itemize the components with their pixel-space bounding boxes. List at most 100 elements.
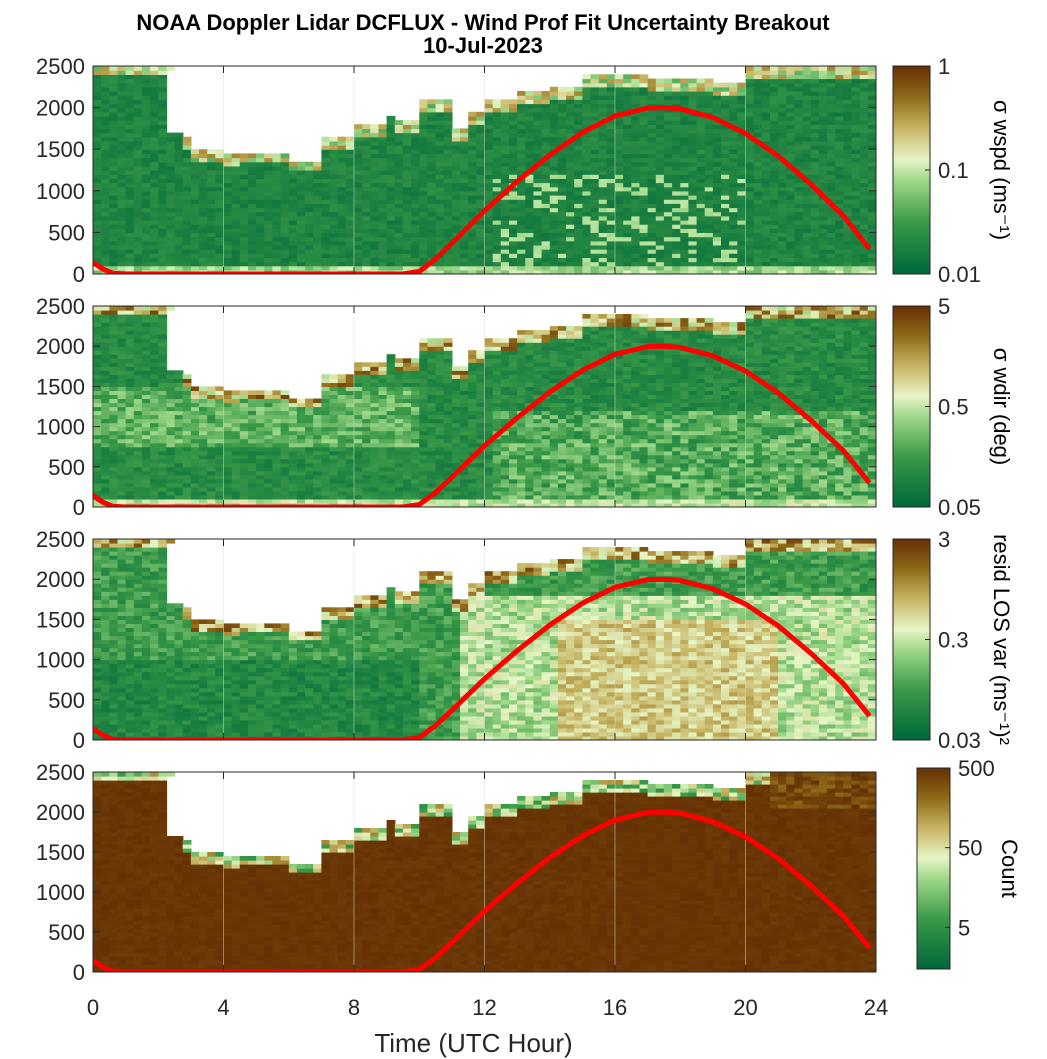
heatmap-cell bbox=[362, 153, 371, 159]
heatmap-cell bbox=[737, 132, 747, 138]
heatmap-cell bbox=[606, 91, 616, 96]
heatmap-cell bbox=[492, 140, 502, 146]
heatmap-cell bbox=[517, 249, 526, 254]
heatmap-cell bbox=[778, 257, 787, 263]
heatmap-cell bbox=[264, 406, 274, 412]
heatmap-cell bbox=[378, 253, 388, 258]
heatmap-cell bbox=[566, 149, 575, 154]
heatmap-cell bbox=[557, 219, 567, 225]
heatmap-cell bbox=[835, 115, 844, 121]
heatmap-cell bbox=[818, 86, 828, 92]
heatmap-cell bbox=[647, 153, 657, 159]
heatmap-cell bbox=[150, 382, 159, 387]
heatmap-cell bbox=[517, 265, 526, 271]
heatmap-cell bbox=[500, 215, 510, 221]
heatmap-cell bbox=[623, 78, 632, 84]
heatmap-cell bbox=[109, 410, 119, 416]
heatmap-cell bbox=[468, 265, 477, 271]
heatmap-cell bbox=[133, 462, 143, 468]
heatmap-cell bbox=[264, 265, 274, 271]
heatmap-cell bbox=[231, 165, 241, 171]
heatmap-cell bbox=[150, 466, 159, 472]
heatmap-cell bbox=[541, 224, 551, 229]
heatmap-cell bbox=[631, 215, 641, 221]
heatmap-cell bbox=[223, 402, 233, 408]
heatmap-cell bbox=[101, 207, 110, 213]
heatmap-cell bbox=[574, 136, 583, 142]
heatmap-cell bbox=[199, 240, 208, 246]
heatmap-cell bbox=[264, 236, 274, 242]
heatmap-cell bbox=[125, 350, 135, 355]
heatmap-cell bbox=[394, 174, 404, 179]
heatmap-cell bbox=[150, 418, 159, 424]
heatmap-cell bbox=[174, 178, 184, 184]
heatmap-cell bbox=[174, 374, 184, 379]
heatmap-cell bbox=[663, 91, 673, 96]
heatmap-cell bbox=[109, 240, 119, 246]
heatmap-cell bbox=[370, 186, 380, 192]
heatmap-cell bbox=[280, 410, 290, 416]
heatmap-cell bbox=[166, 406, 176, 412]
heatmap-cell bbox=[655, 178, 665, 184]
heatmap-cell bbox=[419, 161, 429, 167]
heatmap-cell bbox=[761, 215, 771, 221]
heatmap-cell bbox=[223, 195, 233, 200]
heatmap-cell bbox=[239, 219, 249, 225]
heatmap-cell bbox=[411, 211, 420, 217]
heatmap-cell bbox=[280, 182, 290, 188]
heatmap-cell bbox=[443, 136, 453, 142]
heatmap-cell bbox=[150, 199, 159, 204]
heatmap-cell bbox=[329, 240, 339, 246]
heatmap-cell bbox=[101, 257, 110, 263]
heatmap-cell bbox=[557, 149, 567, 154]
heatmap-cell bbox=[623, 224, 632, 229]
heatmap-cell bbox=[786, 74, 796, 80]
heatmap-cell bbox=[818, 145, 828, 150]
heatmap-cell bbox=[655, 82, 665, 88]
heatmap-cell bbox=[411, 244, 420, 250]
heatmap-cell bbox=[117, 394, 127, 399]
heatmap-cell bbox=[639, 211, 649, 217]
heatmap-cell bbox=[598, 86, 608, 92]
heatmap-cell bbox=[166, 261, 176, 267]
heatmap-cell bbox=[631, 149, 641, 154]
heatmap-cell bbox=[574, 115, 583, 121]
heatmap-cell bbox=[141, 490, 151, 496]
heatmap-cell bbox=[354, 199, 363, 204]
heatmap-cell bbox=[223, 430, 233, 436]
heatmap-cell bbox=[557, 124, 567, 129]
heatmap-cell bbox=[288, 261, 298, 267]
heatmap-cell bbox=[264, 199, 274, 204]
heatmap-cell bbox=[492, 186, 502, 192]
heatmap-cell bbox=[647, 257, 657, 263]
heatmap-cell bbox=[166, 402, 176, 408]
heatmap-cell bbox=[182, 215, 192, 221]
heatmap-cell bbox=[631, 240, 641, 246]
heatmap-cell bbox=[93, 326, 102, 331]
heatmap-cell bbox=[761, 253, 771, 258]
heatmap-cell bbox=[199, 174, 208, 179]
heatmap-cell bbox=[109, 402, 119, 408]
heatmap-cell bbox=[93, 466, 102, 472]
heatmap-cell bbox=[166, 140, 176, 146]
heatmap-cell bbox=[280, 261, 290, 267]
heatmap-cell bbox=[93, 103, 102, 109]
heatmap-cell bbox=[362, 240, 371, 246]
heatmap-cell bbox=[753, 95, 763, 100]
heatmap-cell bbox=[468, 236, 477, 242]
heatmap-cell bbox=[370, 157, 380, 163]
heatmap-cell bbox=[141, 153, 151, 159]
heatmap-cell bbox=[207, 174, 216, 179]
heatmap-cell bbox=[761, 211, 771, 217]
heatmap-cell bbox=[688, 157, 698, 163]
heatmap-cell bbox=[239, 494, 249, 500]
heatmap-cell bbox=[745, 128, 755, 134]
heatmap-cell bbox=[101, 482, 110, 488]
heatmap-cell bbox=[500, 161, 510, 167]
heatmap-cell bbox=[810, 240, 820, 246]
heatmap-cell bbox=[150, 178, 159, 184]
heatmap-cell bbox=[745, 186, 755, 192]
heatmap-cell bbox=[549, 253, 559, 258]
heatmap-cell bbox=[729, 244, 738, 250]
heatmap-cell bbox=[133, 111, 143, 117]
